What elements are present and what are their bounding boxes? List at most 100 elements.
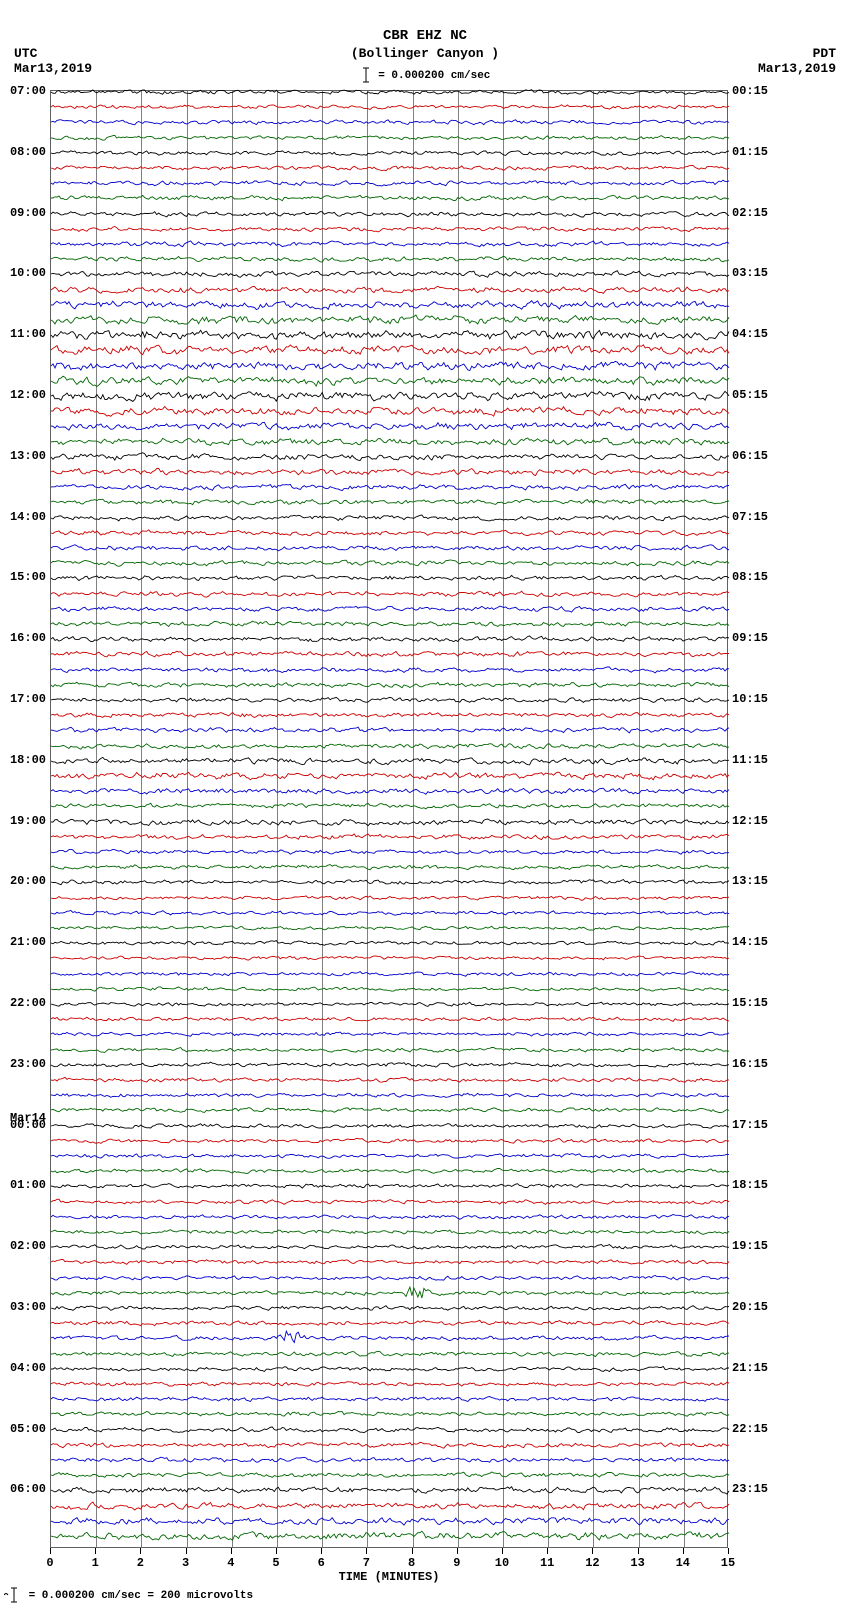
seismic-trace xyxy=(51,1080,727,1081)
gridline xyxy=(367,91,368,1547)
seismic-trace xyxy=(51,913,727,914)
pdt-time-label: 09:15 xyxy=(732,631,788,645)
x-tick-label: 8 xyxy=(408,1556,415,1570)
seismic-trace xyxy=(51,1141,727,1142)
gridline xyxy=(639,91,640,1547)
seismic-trace xyxy=(51,350,727,351)
pdt-time-label: 16:15 xyxy=(732,1057,788,1071)
pdt-time-label: 01:15 xyxy=(732,145,788,159)
seismic-trace xyxy=(51,153,727,154)
pdt-time-label: 15:15 xyxy=(732,996,788,1010)
seismic-trace xyxy=(51,168,727,169)
seismic-trace xyxy=(51,442,727,443)
seismic-trace xyxy=(51,214,727,215)
pdt-time-label: 06:15 xyxy=(732,449,788,463)
seismic-trace xyxy=(51,1004,727,1005)
x-tick xyxy=(412,1548,413,1554)
seismic-trace xyxy=(51,1338,727,1339)
utc-time-label: 15:00 xyxy=(0,570,46,584)
seismic-trace xyxy=(51,1369,727,1370)
x-tick xyxy=(547,1548,548,1554)
seismic-trace xyxy=(51,320,727,321)
location-name: (Bollinger Canyon ) xyxy=(0,46,850,61)
x-tick xyxy=(728,1548,729,1554)
x-tick xyxy=(638,1548,639,1554)
seismic-trace xyxy=(51,837,727,838)
pdt-time-label: 07:15 xyxy=(732,510,788,524)
seismic-trace xyxy=(51,229,727,230)
x-tick-label: 2 xyxy=(137,1556,144,1570)
seismic-trace xyxy=(51,533,727,534)
utc-time-label: 17:00 xyxy=(0,692,46,706)
seismic-trace xyxy=(51,1232,727,1233)
gridline xyxy=(96,91,97,1547)
seismic-trace xyxy=(51,928,727,929)
seismic-trace xyxy=(51,898,727,899)
seismic-trace xyxy=(51,715,727,716)
x-tick xyxy=(321,1548,322,1554)
seismic-trace xyxy=(51,396,727,397)
seismic-trace xyxy=(51,1536,727,1537)
x-tick-label: 12 xyxy=(585,1556,599,1570)
x-axis: TIME (MINUTES) 0123456789101112131415 xyxy=(50,1548,728,1588)
utc-time-label: 14:00 xyxy=(0,510,46,524)
x-tick xyxy=(502,1548,503,1554)
seismic-trace xyxy=(51,411,727,412)
seismic-trace xyxy=(51,594,727,595)
tz-right: PDT Mar13,2019 xyxy=(758,46,836,76)
gridline xyxy=(141,91,142,1547)
seismic-trace xyxy=(51,776,727,777)
x-tick-label: 10 xyxy=(495,1556,509,1570)
utc-time-label: 01:00 xyxy=(0,1178,46,1192)
scale-indicator: = 0.000200 cm/sec xyxy=(0,67,850,83)
seismic-trace xyxy=(51,1490,727,1491)
seismic-trace xyxy=(51,1126,727,1127)
utc-time-label: 18:00 xyxy=(0,753,46,767)
gridline xyxy=(277,91,278,1547)
seismic-trace xyxy=(51,761,727,762)
seismic-trace xyxy=(51,791,727,792)
pdt-time-label: 12:15 xyxy=(732,814,788,828)
pdt-time-label: 21:15 xyxy=(732,1361,788,1375)
pdt-time-label: 14:15 xyxy=(732,935,788,949)
seismic-trace xyxy=(51,381,727,382)
gridline xyxy=(413,91,414,1547)
seismic-trace xyxy=(51,563,727,564)
seismic-trace xyxy=(51,882,727,883)
x-tick-label: 1 xyxy=(92,1556,99,1570)
x-tick xyxy=(592,1548,593,1554)
seismic-trace xyxy=(51,989,727,990)
seismic-trace xyxy=(51,1475,727,1476)
x-tick-label: 13 xyxy=(630,1556,644,1570)
scale-text: = 0.000200 cm/sec xyxy=(378,70,490,82)
seismic-trace xyxy=(51,92,727,93)
x-tick-label: 9 xyxy=(453,1556,460,1570)
seismic-trace xyxy=(51,183,727,184)
pdt-time-label: 17:15 xyxy=(732,1118,788,1132)
x-tick-label: 3 xyxy=(182,1556,189,1570)
tz-right-tz: PDT xyxy=(758,46,836,61)
seismic-trace xyxy=(51,685,727,686)
seismic-trace xyxy=(51,335,727,336)
seismic-trace xyxy=(51,198,727,199)
seismic-trace xyxy=(51,867,727,868)
seismogram-plot xyxy=(50,90,728,1548)
utc-time-label: 06:00 xyxy=(0,1482,46,1496)
seismic-trace xyxy=(51,1262,727,1263)
pdt-time-label: 00:15 xyxy=(732,84,788,98)
gridline xyxy=(548,91,549,1547)
utc-time-label: 11:00 xyxy=(0,327,46,341)
x-tick xyxy=(683,1548,684,1554)
seismic-trace xyxy=(51,1445,727,1446)
seismic-trace xyxy=(51,974,727,975)
tz-left-date: Mar13,2019 xyxy=(14,61,92,76)
seismic-trace xyxy=(51,457,727,458)
pdt-time-label: 19:15 xyxy=(732,1239,788,1253)
utc-time-label: 20:00 xyxy=(0,874,46,888)
x-tick-label: 0 xyxy=(46,1556,53,1570)
utc-time-label: 10:00 xyxy=(0,266,46,280)
x-tick xyxy=(50,1548,51,1554)
utc-time-label: 03:00 xyxy=(0,1300,46,1314)
utc-time-label: 16:00 xyxy=(0,631,46,645)
pdt-time-label: 02:15 xyxy=(732,206,788,220)
